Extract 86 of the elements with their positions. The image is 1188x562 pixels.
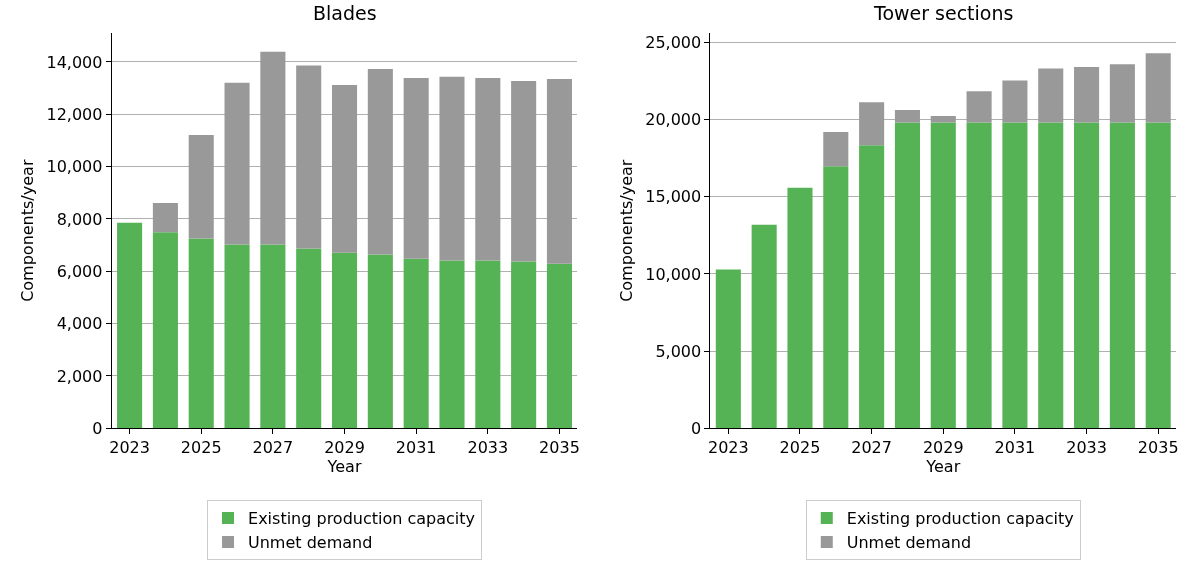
bar [224, 244, 250, 429]
bar [966, 91, 992, 123]
bar [894, 110, 920, 123]
x-tick-label: 2029 [324, 438, 365, 458]
bar [260, 244, 286, 429]
y-tick-label: 10,000 [46, 157, 103, 177]
bar [367, 254, 393, 429]
bar [823, 166, 849, 429]
bar [930, 115, 956, 123]
x-tick-label: 2025 [180, 438, 222, 458]
x-tick-label: 2027 [851, 438, 892, 458]
bar [296, 65, 322, 249]
chart-title: Tower sections [873, 2, 1014, 24]
bar [403, 77, 429, 259]
x-tick-label: 2023 [109, 438, 150, 458]
y-tick-label: 10,000 [645, 264, 702, 284]
bar [1038, 122, 1064, 429]
y-tick-label: 25,000 [645, 33, 702, 53]
y-axis-title: Components/year [617, 159, 637, 302]
y-tick-label: 8,000 [56, 209, 103, 229]
bar [1038, 68, 1064, 123]
bar [367, 69, 393, 255]
bar [1145, 53, 1171, 123]
bar [751, 224, 777, 429]
bar [859, 145, 885, 429]
x-tick-label: 2023 [707, 438, 749, 458]
y-tick-label: 20,000 [645, 110, 702, 130]
bar [331, 84, 358, 253]
x-tick-label: 2035 [539, 438, 580, 458]
bar [1002, 80, 1028, 123]
bar [823, 131, 849, 167]
bar [439, 260, 465, 429]
bar [439, 76, 465, 261]
bar [1109, 64, 1135, 123]
bar [475, 260, 501, 429]
bar [224, 82, 250, 245]
bar [1074, 67, 1100, 123]
bar [188, 134, 214, 239]
bar [966, 122, 992, 429]
bar [894, 122, 920, 429]
y-axis-title: Components/year [18, 159, 38, 302]
y-tick-label: 0 [92, 418, 103, 438]
bar [331, 252, 358, 429]
x-tick-label: 2031 [994, 438, 1036, 458]
chart-title: Blades [313, 2, 377, 24]
y-tick-label: 0 [691, 418, 702, 438]
bar [152, 232, 178, 429]
y-tick-label: 4,000 [56, 314, 103, 334]
bar [188, 238, 214, 429]
x-tick-label: 2035 [1137, 438, 1179, 458]
x-axis-title: Year [326, 457, 362, 477]
bar [1145, 122, 1171, 429]
bar [930, 122, 956, 429]
x-tick-label: 2027 [252, 438, 294, 458]
x-tick-label: 2029 [922, 438, 964, 458]
bar [260, 51, 286, 245]
x-tick-label: 2025 [779, 438, 821, 458]
legend-label: Existing production capacity [846, 509, 1074, 529]
x-axis-title: Year [925, 457, 961, 477]
bar [511, 261, 537, 429]
bar [1074, 122, 1100, 429]
y-tick-label: 6,000 [56, 261, 103, 281]
bar [715, 269, 741, 429]
y-tick-label: 12,000 [46, 104, 103, 124]
x-tick-label: 2033 [1066, 438, 1107, 458]
y-tick-label: 14,000 [46, 52, 103, 72]
bar [152, 202, 178, 233]
x-tick-label: 2031 [395, 438, 437, 458]
y-tick-label: 15,000 [645, 187, 702, 207]
legend-label: Unmet demand [846, 533, 972, 553]
bar [787, 187, 813, 429]
bar [296, 248, 322, 429]
y-tick-label: 5,000 [655, 341, 702, 361]
bar [859, 102, 885, 146]
bar [511, 81, 537, 262]
bar [1109, 122, 1135, 429]
bar [475, 77, 501, 261]
legend-label: Existing production capacity [248, 509, 476, 529]
bar [546, 263, 572, 429]
bar [117, 222, 143, 429]
y-tick-label: 2,000 [56, 366, 103, 386]
x-tick-label: 2033 [467, 438, 509, 458]
legend-label: Unmet demand [248, 533, 373, 553]
bar [1002, 122, 1028, 429]
bar [403, 258, 429, 429]
bar [546, 78, 572, 264]
